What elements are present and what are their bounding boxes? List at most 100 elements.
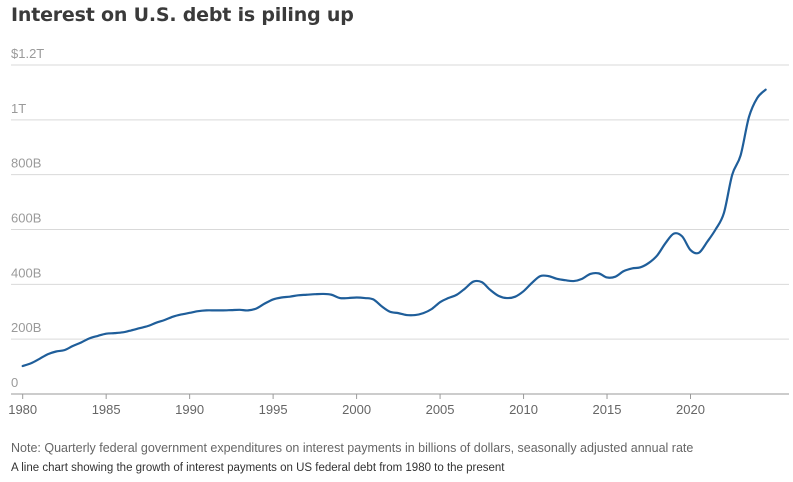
- x-tick-label: 2000: [342, 402, 371, 417]
- data-point: [688, 248, 692, 252]
- data-point: [580, 277, 584, 281]
- data-point: [363, 296, 367, 300]
- chart-title: Interest on U.S. debt is piling up: [11, 4, 354, 26]
- data-point: [29, 361, 33, 365]
- data-point: [563, 278, 567, 282]
- data-point: [672, 232, 676, 236]
- data-point: [405, 313, 409, 317]
- data-point: [238, 308, 242, 312]
- data-point: [138, 326, 142, 330]
- data-point: [121, 330, 125, 334]
- data-point: [697, 251, 701, 255]
- data-point: [221, 308, 225, 312]
- data-point: [388, 310, 392, 314]
- data-point: [129, 328, 133, 332]
- data-point: [438, 300, 442, 304]
- data-point: [246, 308, 250, 312]
- series-layer: [21, 88, 768, 368]
- y-tick-label: 1T: [11, 101, 26, 116]
- data-point: [547, 274, 551, 278]
- data-point: [714, 228, 718, 232]
- data-point: [37, 357, 41, 361]
- data-point: [513, 295, 517, 299]
- data-point: [54, 350, 58, 354]
- y-tick-label: 800B: [11, 156, 41, 171]
- data-point: [154, 321, 158, 325]
- data-point: [630, 266, 634, 270]
- data-point: [413, 313, 417, 317]
- data-point: [530, 281, 534, 285]
- data-point: [46, 352, 50, 356]
- data-point: [188, 311, 192, 315]
- data-point: [663, 241, 667, 245]
- data-point: [254, 306, 258, 310]
- data-point: [555, 277, 559, 281]
- x-tick-label: 2020: [676, 402, 705, 417]
- data-point: [471, 280, 475, 284]
- chart-note: Note: Quarterly federal government expen…: [11, 441, 694, 455]
- data-point: [755, 96, 759, 100]
- x-tick-label: 2015: [593, 402, 622, 417]
- data-point: [680, 234, 684, 238]
- data-point: [480, 280, 484, 284]
- data-point: [463, 286, 467, 290]
- data-point: [764, 88, 768, 92]
- data-point: [62, 348, 66, 352]
- data-point: [146, 324, 150, 328]
- data-point: [355, 295, 359, 299]
- data-point: [271, 297, 275, 301]
- data-point: [21, 364, 25, 368]
- data-point: [196, 309, 200, 313]
- data-point: [455, 293, 459, 297]
- data-point: [605, 275, 609, 279]
- data-point: [538, 274, 542, 278]
- x-tick-label: 2010: [509, 402, 538, 417]
- data-point: [321, 292, 325, 296]
- data-point: [705, 240, 709, 244]
- data-point: [338, 296, 342, 300]
- chart-caption: A line chart showing the growth of inter…: [11, 462, 505, 474]
- data-point: [597, 271, 601, 275]
- data-point: [588, 272, 592, 276]
- label-layer: 0 200B 400B 600B 800B 1T $1.2T 1980 1985 1990 1995…: [8, 46, 705, 417]
- data-point: [655, 254, 659, 258]
- data-point: [505, 296, 509, 300]
- data-point: [87, 336, 91, 340]
- x-tick-label: 1990: [175, 402, 204, 417]
- data-point: [730, 173, 734, 177]
- data-point: [622, 269, 626, 273]
- data-point: [380, 304, 384, 308]
- x-tick-label: 1980: [8, 402, 37, 417]
- data-point: [488, 288, 492, 292]
- data-point: [213, 308, 217, 312]
- data-point: [313, 292, 317, 296]
- data-point: [638, 265, 642, 269]
- data-point: [171, 315, 175, 319]
- data-point: [346, 296, 350, 300]
- data-point: [747, 115, 751, 119]
- data-point: [371, 297, 375, 301]
- series-line-interest-payments: [21, 88, 767, 368]
- data-point: [421, 311, 425, 315]
- data-point: [446, 296, 450, 300]
- data-point: [263, 302, 267, 306]
- y-tick-label: 200B: [11, 320, 41, 335]
- x-tick-label: 1985: [92, 402, 121, 417]
- data-point: [288, 295, 292, 299]
- data-point: [79, 340, 83, 344]
- data-point: [229, 308, 233, 312]
- data-point: [279, 295, 283, 299]
- data-point: [497, 294, 501, 298]
- data-point: [572, 279, 576, 283]
- data-point: [522, 289, 526, 293]
- axis-layer: [11, 393, 789, 399]
- data-point: [71, 344, 75, 348]
- x-tick-label: 1995: [259, 402, 288, 417]
- data-point: [739, 153, 743, 157]
- data-point: [613, 275, 617, 279]
- data-point: [296, 293, 300, 297]
- data-point: [396, 311, 400, 315]
- grid-layer: [11, 64, 789, 340]
- x-tick-label: 2005: [426, 402, 455, 417]
